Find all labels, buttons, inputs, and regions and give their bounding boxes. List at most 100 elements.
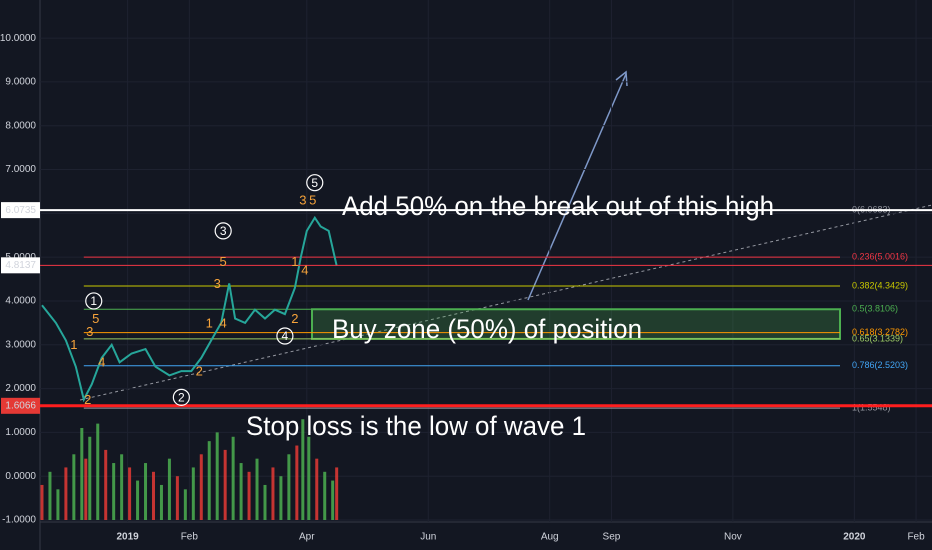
y-tick-label: 5.0000 bbox=[5, 252, 36, 263]
x-tick-label: Apr bbox=[299, 532, 315, 543]
volume-bar bbox=[287, 454, 291, 520]
wave-label: 1 bbox=[90, 294, 97, 308]
fib-label: 0.618(3.2782) bbox=[852, 327, 908, 337]
fib-label: 0.786(2.5203) bbox=[852, 360, 908, 370]
volume-bar bbox=[72, 454, 76, 520]
wave-label: 3 bbox=[220, 224, 227, 238]
volume-bar bbox=[120, 454, 124, 520]
volume-bar bbox=[112, 463, 116, 520]
volume-bar bbox=[279, 476, 283, 520]
volume-bar bbox=[56, 489, 60, 520]
price-label: 6.0735 bbox=[5, 205, 36, 216]
wave-label: 5 bbox=[309, 193, 316, 208]
wave-label: 3 bbox=[299, 193, 306, 208]
volume-bar bbox=[64, 467, 68, 520]
volume-bar bbox=[223, 449, 227, 520]
volume-bar bbox=[231, 436, 235, 520]
y-tick-label: 8.0000 bbox=[5, 120, 36, 131]
volume-bar bbox=[315, 458, 319, 520]
volume-bar bbox=[307, 436, 311, 520]
volume-bar bbox=[323, 471, 327, 520]
wave-label: 5 bbox=[92, 311, 99, 326]
y-tick-label: 9.0000 bbox=[5, 77, 36, 88]
fib-label: 0.236(5.0016) bbox=[852, 251, 908, 261]
volume-bar bbox=[159, 484, 163, 520]
y-tick-label: 0.0000 bbox=[5, 471, 36, 482]
volume-bar bbox=[215, 432, 219, 520]
fib-label: 0.5(3.8106) bbox=[852, 304, 898, 314]
wave-label: 2 bbox=[291, 311, 298, 326]
wave-label: 2 bbox=[84, 392, 91, 407]
y-tick-label: 10.0000 bbox=[0, 33, 36, 44]
x-tick-label: 2019 bbox=[116, 532, 139, 543]
y-tick-label: 7.0000 bbox=[5, 164, 36, 175]
wave-label: 5 bbox=[220, 254, 227, 269]
x-tick-label: Sep bbox=[603, 532, 621, 543]
volume-bar bbox=[191, 467, 195, 520]
volume-bar bbox=[199, 454, 203, 520]
volume-bar bbox=[239, 463, 243, 520]
volume-bar bbox=[96, 423, 100, 520]
wave-label: 1 bbox=[206, 315, 213, 330]
wave-circle bbox=[172, 388, 190, 406]
wave-circle bbox=[306, 174, 324, 192]
volume-bar bbox=[255, 458, 259, 520]
wave-circle bbox=[276, 327, 294, 345]
volume-bar bbox=[40, 484, 44, 520]
target-arrow bbox=[527, 73, 627, 301]
wave-circle bbox=[214, 222, 232, 240]
volume-bar bbox=[175, 476, 179, 520]
y-tick-label: 4.0000 bbox=[5, 296, 36, 307]
price-line bbox=[41, 215, 338, 403]
y-tick-label: -1.0000 bbox=[2, 515, 36, 526]
annotation: Buy zone (50%) of position bbox=[332, 314, 642, 344]
wave-label: 2 bbox=[196, 363, 203, 378]
fib-label: 1(1.5548) bbox=[852, 402, 891, 412]
price-label: 4.8137 bbox=[5, 260, 36, 271]
volume-bar bbox=[151, 471, 155, 520]
y-tick-label: 3.0000 bbox=[5, 339, 36, 350]
volume-bar bbox=[84, 458, 88, 520]
volume-bar bbox=[301, 419, 305, 520]
y-tick-label: 1.0000 bbox=[5, 427, 36, 438]
wave-label: 1 bbox=[70, 337, 77, 352]
volume-bar bbox=[271, 467, 275, 520]
volume-bar bbox=[295, 445, 299, 520]
wave-label: 3 bbox=[214, 276, 221, 291]
price-label: 1.6066 bbox=[5, 400, 36, 411]
wave-label: 2 bbox=[178, 391, 185, 405]
price-label-box bbox=[1, 257, 40, 274]
x-tick-label: Feb bbox=[907, 532, 925, 543]
wave-label: 4 bbox=[98, 355, 105, 370]
wave-label: 4 bbox=[301, 263, 308, 278]
volume-bar bbox=[128, 467, 132, 520]
x-tick-label: Jun bbox=[420, 532, 436, 543]
wave-circle bbox=[85, 292, 103, 310]
volume-bar bbox=[263, 484, 267, 520]
volume-bar bbox=[88, 436, 92, 520]
y-tick-label: 2.0000 bbox=[5, 383, 36, 394]
volume-bar bbox=[167, 458, 171, 520]
volume-bar bbox=[136, 480, 140, 520]
annotation: Stop loss is the low of wave 1 bbox=[246, 411, 586, 441]
arrow-head bbox=[615, 70, 628, 87]
volume-bar bbox=[183, 489, 187, 520]
annotation: Add 50% on the break out of this high bbox=[342, 191, 774, 221]
x-tick-label: Aug bbox=[541, 532, 559, 543]
wave-label: 3 bbox=[86, 324, 93, 339]
price-label-box bbox=[1, 202, 40, 219]
fib-label: 0.65(3.1339) bbox=[852, 333, 903, 343]
volume-bar bbox=[80, 428, 84, 520]
x-tick-label: Feb bbox=[181, 532, 199, 543]
volume-bar bbox=[207, 441, 211, 520]
x-tick-label: 2020 bbox=[843, 532, 866, 543]
x-tick-label: Nov bbox=[724, 532, 742, 543]
volume-bar bbox=[331, 480, 335, 520]
volume-bar bbox=[335, 467, 339, 520]
wave-label: 4 bbox=[282, 329, 289, 343]
volume-bar bbox=[48, 471, 52, 520]
volume-bar bbox=[144, 463, 148, 520]
trend-line bbox=[79, 204, 932, 401]
